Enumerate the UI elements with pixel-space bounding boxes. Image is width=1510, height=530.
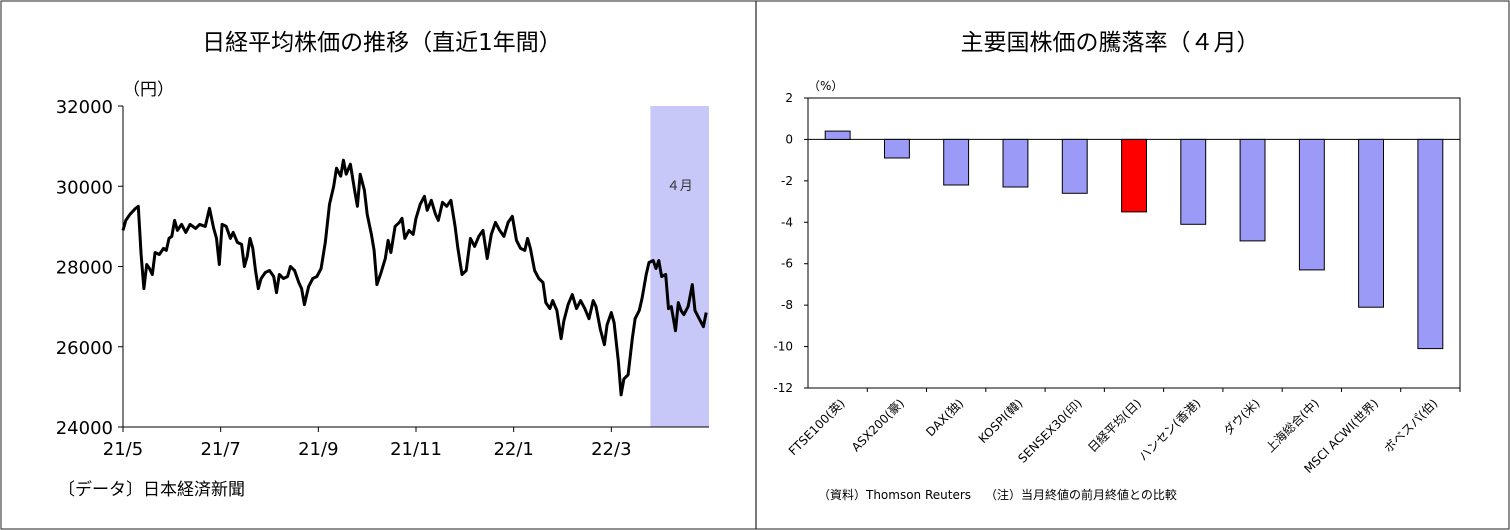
- category-label: ボベスパ(伯): [1381, 396, 1441, 456]
- bar: [884, 138, 910, 159]
- category-label: 上海総合(中): [1262, 396, 1322, 456]
- right-y-unit-label: （%）: [808, 79, 843, 93]
- right-y-tick-label: -12: [773, 381, 793, 395]
- stock-change-bar-chart-panel: 主要国株価の騰落率（４月） （%） 2 0 -2 -4 -6 -8 -10 -12 FTSE1…: [773, 30, 1461, 502]
- bar: [1298, 138, 1325, 271]
- category-label: FTSE100(英): [786, 396, 848, 458]
- right-source-note: （資料）Thomson Reuters: [818, 488, 971, 502]
- right-y-tick-label: 2: [785, 91, 793, 105]
- left-x-tick-label: 22/1: [493, 439, 533, 460]
- category-label: DAX(独): [923, 396, 966, 439]
- left-x-tick-label: 21/7: [200, 439, 240, 460]
- left-x-tick-label: 22/3: [591, 439, 631, 460]
- left-data-source: 〔データ〕日本経済新聞: [58, 479, 245, 500]
- category-label: 日経平均(日): [1085, 396, 1144, 455]
- bar: [1358, 138, 1384, 308]
- right-y-tick-label: -6: [781, 257, 793, 271]
- left-y-tick-label: 28000: [56, 258, 113, 279]
- left-x-tick-label: 21/9: [298, 439, 338, 460]
- bar: [1239, 138, 1266, 242]
- category-label: KOSPI(韓): [976, 396, 1026, 446]
- bar: [943, 138, 970, 186]
- left-y-unit-label: （円）: [123, 80, 174, 100]
- right-footnote: （注）当月終値の前月終値との比較: [985, 487, 1177, 502]
- right-y-tick-label: 0: [785, 132, 793, 146]
- right-y-tick-label: -8: [781, 298, 793, 312]
- bar: [1061, 138, 1088, 194]
- bar: [824, 130, 851, 140]
- category-label: ハンセン(香港): [1136, 396, 1203, 463]
- left-y-tick-label: 30000: [56, 177, 113, 198]
- category-label: SENSEX30(印): [1015, 396, 1084, 465]
- bar: [1180, 138, 1207, 225]
- bar: [1002, 138, 1029, 188]
- category-label: ダウ(米): [1220, 396, 1263, 439]
- right-chart-title: 主要国株価の騰落率（４月）: [961, 30, 1260, 56]
- left-y-tick-label: 32000: [56, 97, 113, 118]
- left-x-tick-label: 21/5: [103, 439, 143, 460]
- left-y-tick-label: 26000: [56, 338, 113, 359]
- right-y-tick-label: -10: [773, 340, 793, 354]
- bar: [1417, 138, 1444, 350]
- category-label: ASX200(豪): [848, 396, 907, 455]
- left-y-tick-label: 24000: [56, 418, 113, 439]
- nikkei-series-line: [121, 158, 708, 397]
- april-highlight-label: ４月: [667, 179, 693, 194]
- left-chart-title: 日経平均株価の推移（直近1年間）: [202, 30, 562, 56]
- right-y-tick-label: -4: [781, 215, 793, 229]
- right-y-tick-label: -2: [781, 174, 793, 188]
- bar: [1121, 138, 1147, 213]
- left-x-tick-label: 21/11: [390, 439, 442, 460]
- nikkei-line-chart-panel: 日経平均株価の推移（直近1年間） （円） ４月 32000 30000 28000 2…: [56, 30, 709, 500]
- right-plot-area: [807, 97, 1461, 389]
